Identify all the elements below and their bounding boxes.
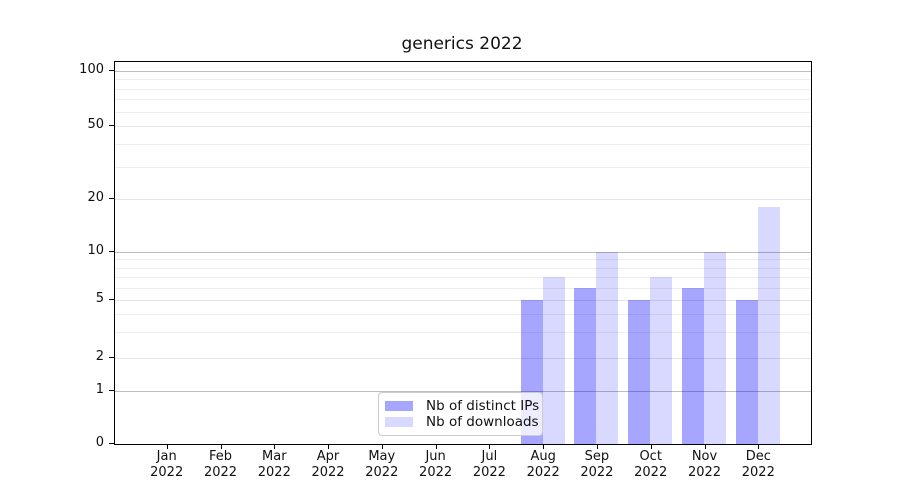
x-tick-mark-8 (543, 444, 545, 449)
legend: Nb of distinct IPs Nb of downloads (378, 392, 543, 436)
x-tick-label-may: May 2022 (365, 449, 399, 480)
gridline-minor-y-6 (115, 287, 811, 289)
chart-title: generics 2022 (401, 34, 523, 54)
bar-nb-of-downloads-aug-2022 (542, 276, 565, 445)
gridline-minor-y-9 (115, 259, 811, 261)
x-tick-mark-6 (435, 444, 437, 449)
y-tick-mark-100 (109, 70, 114, 71)
y-tick-label-0: 0 (95, 435, 104, 451)
x-tick-label-apr: Apr 2022 (311, 449, 345, 480)
bar-nb-of-distinct-ips-nov-2022 (682, 287, 704, 445)
gridline-minor-y-30 (115, 166, 811, 168)
bar-nb-of-downloads-sep-2022 (596, 252, 619, 445)
x-tick-mark-12 (758, 444, 760, 449)
x-tick-label-jan: Jan 2022 (150, 449, 184, 480)
legend-item-2: Nb of downloads (385, 414, 539, 430)
legend-item-1: Nb of distinct IPs (385, 398, 540, 414)
x-tick-mark-3 (274, 444, 276, 449)
legend-swatch-2 (385, 417, 413, 427)
gridline-minor-y-90 (115, 79, 811, 81)
gridline-minor-y-40 (115, 143, 811, 145)
gridline-y-2 (115, 357, 811, 359)
y-tick-label-2: 2 (95, 348, 104, 364)
gridline-minor-y-80 (115, 88, 811, 90)
y-tick-mark-5 (109, 299, 114, 301)
y-tick-label-1: 1 (95, 382, 104, 397)
gridline-y-5 (115, 300, 811, 302)
y-tick-label-50: 50 (87, 117, 104, 132)
gridline-y-1 (115, 391, 811, 392)
x-tick-label-oct: Oct 2022 (634, 449, 668, 480)
gridline-y-50 (115, 126, 811, 127)
y-tick-mark-1 (109, 390, 114, 391)
x-tick-mark-7 (489, 444, 491, 449)
legend-label-2: Nb of downloads (426, 414, 539, 430)
bar-nb-of-downloads-dec-2022 (757, 207, 780, 445)
x-tick-mark-9 (596, 444, 598, 449)
bar-nb-of-distinct-ips-sep-2022 (574, 287, 597, 445)
x-tick-label-nov: Nov 2022 (687, 449, 722, 480)
x-tick-mark-5 (381, 444, 383, 449)
x-tick-label-aug: Aug 2022 (526, 449, 560, 480)
bar-nb-of-downloads-nov-2022 (704, 252, 726, 445)
x-tick-label-jul: Jul 2022 (472, 449, 506, 480)
x-tick-mark-4 (328, 444, 329, 449)
y-tick-mark-0 (109, 443, 114, 445)
y-tick-mark-50 (109, 125, 114, 126)
gridline-y-10 (115, 252, 811, 253)
plot-area (114, 61, 812, 445)
gridline-minor-y-70 (115, 99, 811, 101)
x-tick-label-sep: Sep 2022 (580, 449, 614, 480)
y-tick-label-10: 10 (87, 243, 104, 258)
bar-nb-of-distinct-ips-dec-2022 (735, 300, 758, 445)
x-tick-label-jun: Jun 2022 (419, 449, 453, 480)
y-tick-label-20: 20 (87, 190, 104, 206)
gridline-minor-y-3 (115, 332, 811, 334)
gridline-y-100 (115, 71, 811, 72)
y-tick-mark-20 (109, 198, 114, 200)
x-tick-label-mar: Mar 2022 (257, 449, 291, 480)
gridline-y-20 (115, 199, 811, 201)
bar-nb-of-distinct-ips-oct-2022 (628, 300, 651, 445)
x-tick-mark-10 (650, 444, 652, 449)
legend-swatch-1 (385, 401, 413, 411)
gridline-minor-y-4 (115, 314, 811, 316)
bar-nb-of-downloads-oct-2022 (650, 276, 673, 445)
y-tick-mark-10 (109, 251, 114, 252)
gridline-minor-y-7 (115, 276, 811, 278)
x-tick-label-dec: Dec 2022 (741, 449, 775, 480)
x-tick-label-feb: Feb 2022 (203, 449, 238, 480)
gridline-minor-y-8 (115, 267, 811, 269)
x-tick-mark-1 (166, 444, 168, 449)
x-tick-mark-11 (704, 444, 706, 449)
x-tick-mark-2 (220, 444, 222, 449)
y-tick-label-5: 5 (95, 291, 104, 307)
legend-label-1: Nb of distinct IPs (426, 398, 540, 414)
gridline-minor-y-60 (115, 111, 811, 113)
y-tick-mark-2 (109, 356, 114, 358)
y-tick-label-100: 100 (79, 62, 104, 77)
